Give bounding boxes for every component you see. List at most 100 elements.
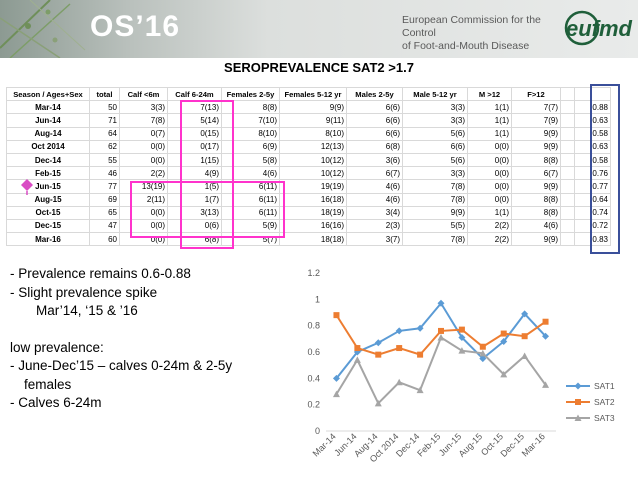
data-point-sat2 — [375, 351, 382, 358]
data-point-sat1 — [500, 337, 508, 345]
table-cell: 0(0) — [119, 152, 168, 168]
data-point-sat2 — [438, 327, 444, 334]
table-cell: 3(7) — [346, 232, 403, 247]
table-cell: 12(13) — [279, 139, 347, 154]
table-cell: 16(16) — [279, 218, 347, 234]
table-cell: 9(11) — [279, 113, 347, 128]
table-cell — [560, 179, 575, 194]
table-cell: 0(0) — [467, 152, 512, 168]
table-cell: 2(2) — [467, 218, 512, 234]
column-header: Calf 6-24m — [167, 86, 222, 102]
table-cell — [560, 205, 575, 220]
table-cell: 6(7) — [511, 166, 561, 181]
table-cell: 3(4) — [346, 205, 403, 220]
data-point-sat1 — [521, 310, 529, 318]
data-point-sat2 — [521, 333, 528, 340]
table-cell: 7(7) — [511, 100, 561, 115]
table-cell: 6(6) — [402, 139, 468, 154]
chart-legend: SAT1 SAT2 SAT3 — [566, 381, 615, 423]
table-cell: 16(18) — [279, 192, 347, 207]
table-cell: 0(0) — [467, 139, 512, 154]
table-row: Jun-15 77 13(19) 1(5) 6(11) 19(19) 4(6) 7(8) 0(0… — [6, 179, 611, 194]
data-point-sat2 — [542, 318, 549, 325]
y-tick-label: 0.8 — [307, 321, 320, 331]
season-cell: Oct 2014 — [6, 139, 90, 154]
legend-marker-sat3 — [574, 414, 582, 421]
data-point-sat3 — [416, 386, 424, 394]
note-line-7: - Calves 6-24m — [10, 395, 102, 410]
table-cell: 3(3) — [119, 100, 168, 115]
ec-line-1: European Commission for the Control — [402, 14, 541, 39]
data-point-sat2 — [396, 345, 403, 352]
table-cell: 9(9) — [402, 205, 468, 220]
table-cell: 9(9) — [511, 179, 561, 194]
slide-title: SEROPREVALENCE SAT2 >1.7 — [224, 60, 414, 75]
table-cell: 8(8) — [511, 192, 561, 207]
season-cell: Dec-14 — [6, 152, 90, 168]
column-header: M >12 — [467, 86, 512, 102]
legend-marker-sat1 — [574, 382, 582, 390]
eufmd-logo: eufmd — [564, 10, 633, 46]
column-header: F>12 — [511, 86, 561, 102]
y-tick-label: 0.2 — [307, 400, 320, 410]
table-cell: 0.88 — [574, 100, 611, 115]
column-header: Calf <6m — [119, 86, 168, 102]
table-row: Mar-14 50 3(3) 7(13) 8(8) 9(9) 6(6) 3(3) 1(1) 7(7… — [6, 100, 611, 115]
legend-label: SAT1 — [594, 381, 615, 391]
banner-background — [0, 0, 638, 58]
note-line-3: Mar’14, ‘15 & ’16 — [36, 303, 138, 318]
table-cell — [560, 218, 575, 234]
network-lines-graphic — [0, 0, 86, 58]
note-line-2: - Slight prevalence spike — [10, 284, 158, 300]
table-cell: 0(0) — [119, 139, 168, 154]
data-point-sat1 — [395, 327, 403, 335]
table-cell: 3(3) — [402, 100, 468, 115]
column-header: Male 5-12 yr — [402, 86, 468, 102]
table-cell: 8(8) — [511, 152, 561, 168]
prevalence-column-box — [590, 84, 620, 254]
table-cell: 8(10) — [279, 126, 347, 141]
table-cell: 2(2) — [119, 166, 168, 181]
data-point-sat1 — [416, 324, 424, 332]
season-cell: Dec-15 — [6, 218, 90, 234]
column-header: Females 5-12 yr — [279, 86, 347, 102]
data-point-sat1 — [374, 339, 382, 347]
header-banner: OS’16 European Commission for the Contro… — [0, 0, 638, 58]
note-spacer — [10, 321, 295, 339]
data-point-sat1 — [437, 299, 445, 307]
data-point-sat2 — [458, 326, 465, 333]
data-point-sat3 — [332, 390, 340, 398]
series-sat1 — [332, 299, 550, 382]
table-cell: 46 — [89, 166, 120, 181]
table-cell: 1(1) — [467, 205, 512, 220]
table-cell: 5(6) — [402, 152, 468, 168]
table-cell: 9(9) — [511, 126, 561, 141]
table-cell: 5(6) — [402, 126, 468, 141]
legend-marker-sat2 — [575, 399, 581, 405]
note-line-6: females — [24, 376, 72, 392]
table-cell: 5(5) — [402, 218, 468, 234]
table-cell: 1(1) — [467, 126, 512, 141]
season-cell: Mar-16 — [6, 232, 90, 247]
table-row: Feb-15 46 2(2) 4(9) 4(6) 10(12) 6(7) 3(3) 0(0) 6(… — [6, 166, 611, 181]
table-cell: 7(8) — [402, 179, 468, 194]
table-cell — [560, 139, 575, 154]
table-cell: 6(6) — [346, 113, 403, 128]
column-header: Males 2-5y — [346, 86, 403, 102]
x-tick-label: Mar-16 — [520, 431, 547, 458]
table-cell: 7(8) — [402, 192, 468, 207]
season-cell: Oct-15 — [6, 205, 90, 220]
y-tick-label: 0.4 — [307, 373, 320, 383]
table-cell: 9(9) — [279, 100, 347, 115]
jun-dec-15-highlight-box — [130, 181, 285, 238]
table-cell: 4(6) — [511, 218, 561, 234]
table-cell: 7(8) — [119, 113, 168, 128]
table-cell: 3(6) — [346, 152, 403, 168]
data-point-sat2 — [500, 330, 507, 337]
column-header: Season / Ages+Sex — [6, 86, 90, 102]
table-cell: 8(8) — [511, 205, 561, 220]
table-cell: 18(19) — [279, 205, 347, 220]
table-cell: 19(19) — [279, 179, 347, 194]
table-cell: 6(7) — [346, 166, 403, 181]
